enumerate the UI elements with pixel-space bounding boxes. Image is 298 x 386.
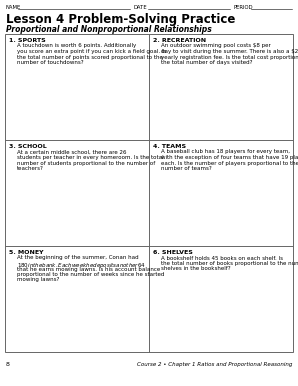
Text: A baseball club has 18 players for every team,: A baseball club has 18 players for every… (161, 149, 290, 154)
Text: shelves in the bookshelf?: shelves in the bookshelf? (161, 266, 231, 271)
Text: 3. SCHOOL: 3. SCHOOL (9, 144, 47, 149)
Text: Lesson 4 Problem-Solving Practice: Lesson 4 Problem-Solving Practice (6, 13, 235, 26)
Text: Course 2 • Chapter 1 Ratios and Proportional Reasoning: Course 2 • Chapter 1 Ratios and Proporti… (136, 362, 292, 367)
Text: number of students proportional to the number of: number of students proportional to the n… (17, 161, 155, 166)
Text: proportional to the number of weeks since he started: proportional to the number of weeks sinc… (17, 272, 164, 277)
Text: DATE: DATE (133, 5, 147, 10)
Text: $180 in the bank. Each week he deposits another $64: $180 in the bank. Each week he deposits … (17, 261, 146, 270)
Text: 8: 8 (6, 362, 10, 367)
Text: yearly registration fee. Is the total cost proportional to: yearly registration fee. Is the total co… (161, 54, 298, 59)
Text: 5. MONEY: 5. MONEY (9, 250, 44, 255)
Text: teachers?: teachers? (17, 166, 44, 171)
Text: An outdoor swimming pool costs $8 per: An outdoor swimming pool costs $8 per (161, 44, 271, 49)
Bar (5, 34, 293, 352)
Text: A touchdown is worth 6 points. Additionally: A touchdown is worth 6 points. Additiona… (17, 44, 136, 49)
Text: number of touchdowns?: number of touchdowns? (17, 60, 84, 65)
Text: A bookshelf holds 45 books on each shelf. Is: A bookshelf holds 45 books on each shelf… (161, 256, 283, 261)
Text: students per teacher in every homeroom. Is the total: students per teacher in every homeroom. … (17, 155, 164, 160)
Text: 6. SHELVES: 6. SHELVES (153, 250, 193, 255)
Text: 4. TEAMS: 4. TEAMS (153, 144, 186, 149)
Text: number of teams?: number of teams? (161, 166, 212, 171)
Text: each. Is the number of players proportional to the: each. Is the number of players proportio… (161, 161, 298, 166)
Text: NAME: NAME (6, 5, 21, 10)
Text: At the beginning of the summer, Conan had: At the beginning of the summer, Conan ha… (17, 256, 139, 261)
Text: the total number of days visited?: the total number of days visited? (161, 60, 252, 65)
Text: the total number of points scored proportional to the: the total number of points scored propor… (17, 54, 163, 59)
Text: At a certain middle school, there are 26: At a certain middle school, there are 26 (17, 149, 126, 154)
Text: that he earns mowing lawns. Is his account balance: that he earns mowing lawns. Is his accou… (17, 266, 160, 271)
Text: Proportional and Nonproportional Relationships: Proportional and Nonproportional Relatio… (6, 25, 212, 34)
Text: 1. SPORTS: 1. SPORTS (9, 38, 46, 43)
Text: PERIOD: PERIOD (233, 5, 252, 10)
Text: 2. RECREATION: 2. RECREATION (153, 38, 206, 43)
Text: day to visit during the summer. There is also a $25: day to visit during the summer. There is… (161, 49, 298, 54)
Text: the total number of books proportional to the number of: the total number of books proportional t… (161, 261, 298, 266)
Text: you score an extra point if you can kick a field goal. Is: you score an extra point if you can kick… (17, 49, 166, 54)
Text: mowing lawns?: mowing lawns? (17, 278, 59, 283)
Text: with the exception of four teams that have 19 players: with the exception of four teams that ha… (161, 155, 298, 160)
